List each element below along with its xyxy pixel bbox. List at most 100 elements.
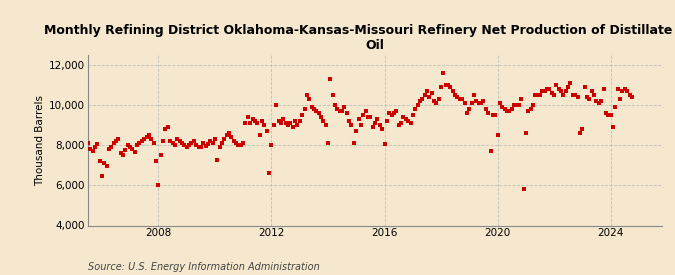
Point — [624, 93, 635, 97]
Point — [384, 111, 395, 116]
Point — [365, 115, 376, 119]
Point — [591, 99, 602, 103]
Point — [610, 105, 621, 109]
Point — [344, 119, 354, 123]
Point — [508, 103, 519, 107]
Point — [603, 113, 614, 117]
Point — [325, 77, 335, 81]
Point — [321, 123, 331, 127]
Point — [490, 113, 501, 117]
Point — [167, 141, 178, 145]
Point — [435, 85, 446, 89]
Point — [247, 117, 258, 121]
Point — [299, 107, 310, 111]
Point — [541, 87, 552, 91]
Point — [626, 95, 637, 99]
Point — [111, 139, 122, 144]
Point — [391, 109, 402, 113]
Point — [139, 137, 150, 141]
Point — [162, 125, 173, 130]
Point — [176, 141, 187, 145]
Point — [193, 145, 204, 150]
Point — [278, 117, 289, 121]
Point — [601, 111, 612, 116]
Point — [179, 143, 190, 147]
Point — [190, 143, 201, 147]
Point — [188, 139, 199, 144]
Point — [342, 111, 352, 116]
Point — [73, 151, 84, 155]
Point — [620, 87, 630, 91]
Point — [106, 145, 117, 150]
Point — [448, 89, 458, 93]
Point — [310, 109, 321, 113]
Point — [443, 83, 454, 87]
Point — [568, 93, 578, 97]
Point — [485, 149, 496, 153]
Point — [388, 111, 399, 116]
Point — [410, 107, 421, 111]
Point — [535, 93, 545, 97]
Point — [492, 133, 503, 138]
Point — [466, 101, 477, 105]
Point — [494, 101, 505, 105]
Point — [296, 113, 307, 117]
Point — [351, 129, 362, 133]
Point — [450, 93, 460, 97]
Point — [84, 147, 95, 152]
Point — [360, 109, 371, 113]
Point — [516, 97, 526, 101]
Point — [144, 133, 155, 138]
Point — [481, 107, 491, 111]
Point — [525, 107, 536, 111]
Point — [228, 139, 239, 144]
Point — [266, 143, 277, 147]
Point — [605, 113, 616, 117]
Point — [612, 87, 623, 91]
Point — [438, 71, 449, 75]
Point — [539, 89, 550, 93]
Point — [457, 97, 468, 101]
Point — [471, 99, 482, 103]
Point — [80, 143, 91, 147]
Point — [221, 133, 232, 138]
Point — [146, 137, 157, 141]
Point — [186, 141, 197, 145]
Point — [530, 93, 541, 97]
Point — [574, 131, 585, 135]
Point — [195, 145, 206, 150]
Point — [275, 121, 286, 125]
Point — [165, 139, 176, 144]
Point — [269, 123, 279, 127]
Point — [160, 127, 171, 131]
Point — [231, 141, 242, 145]
Point — [327, 93, 338, 97]
Point — [158, 139, 169, 144]
Point — [596, 99, 607, 103]
Point — [464, 107, 475, 111]
Point — [554, 87, 564, 91]
Point — [273, 119, 284, 123]
Point — [414, 99, 425, 103]
Point — [254, 133, 265, 138]
Point — [367, 125, 378, 130]
Point — [215, 145, 225, 150]
Point — [174, 139, 185, 144]
Point — [563, 85, 574, 89]
Point — [87, 149, 98, 153]
Point — [579, 85, 590, 89]
Point — [386, 113, 397, 117]
Point — [209, 137, 220, 141]
Point — [412, 103, 423, 107]
Point — [339, 105, 350, 109]
Point — [527, 103, 538, 107]
Point — [292, 123, 303, 127]
Point — [377, 127, 387, 131]
Point — [78, 148, 88, 152]
Point — [441, 83, 452, 87]
Point — [103, 147, 114, 152]
Point — [115, 151, 126, 155]
Point — [518, 187, 529, 192]
Point — [132, 143, 142, 147]
Title: Monthly Refining District Oklahoma-Kansas-Missouri Refinery Net Production of Di: Monthly Refining District Oklahoma-Kansa… — [44, 24, 675, 53]
